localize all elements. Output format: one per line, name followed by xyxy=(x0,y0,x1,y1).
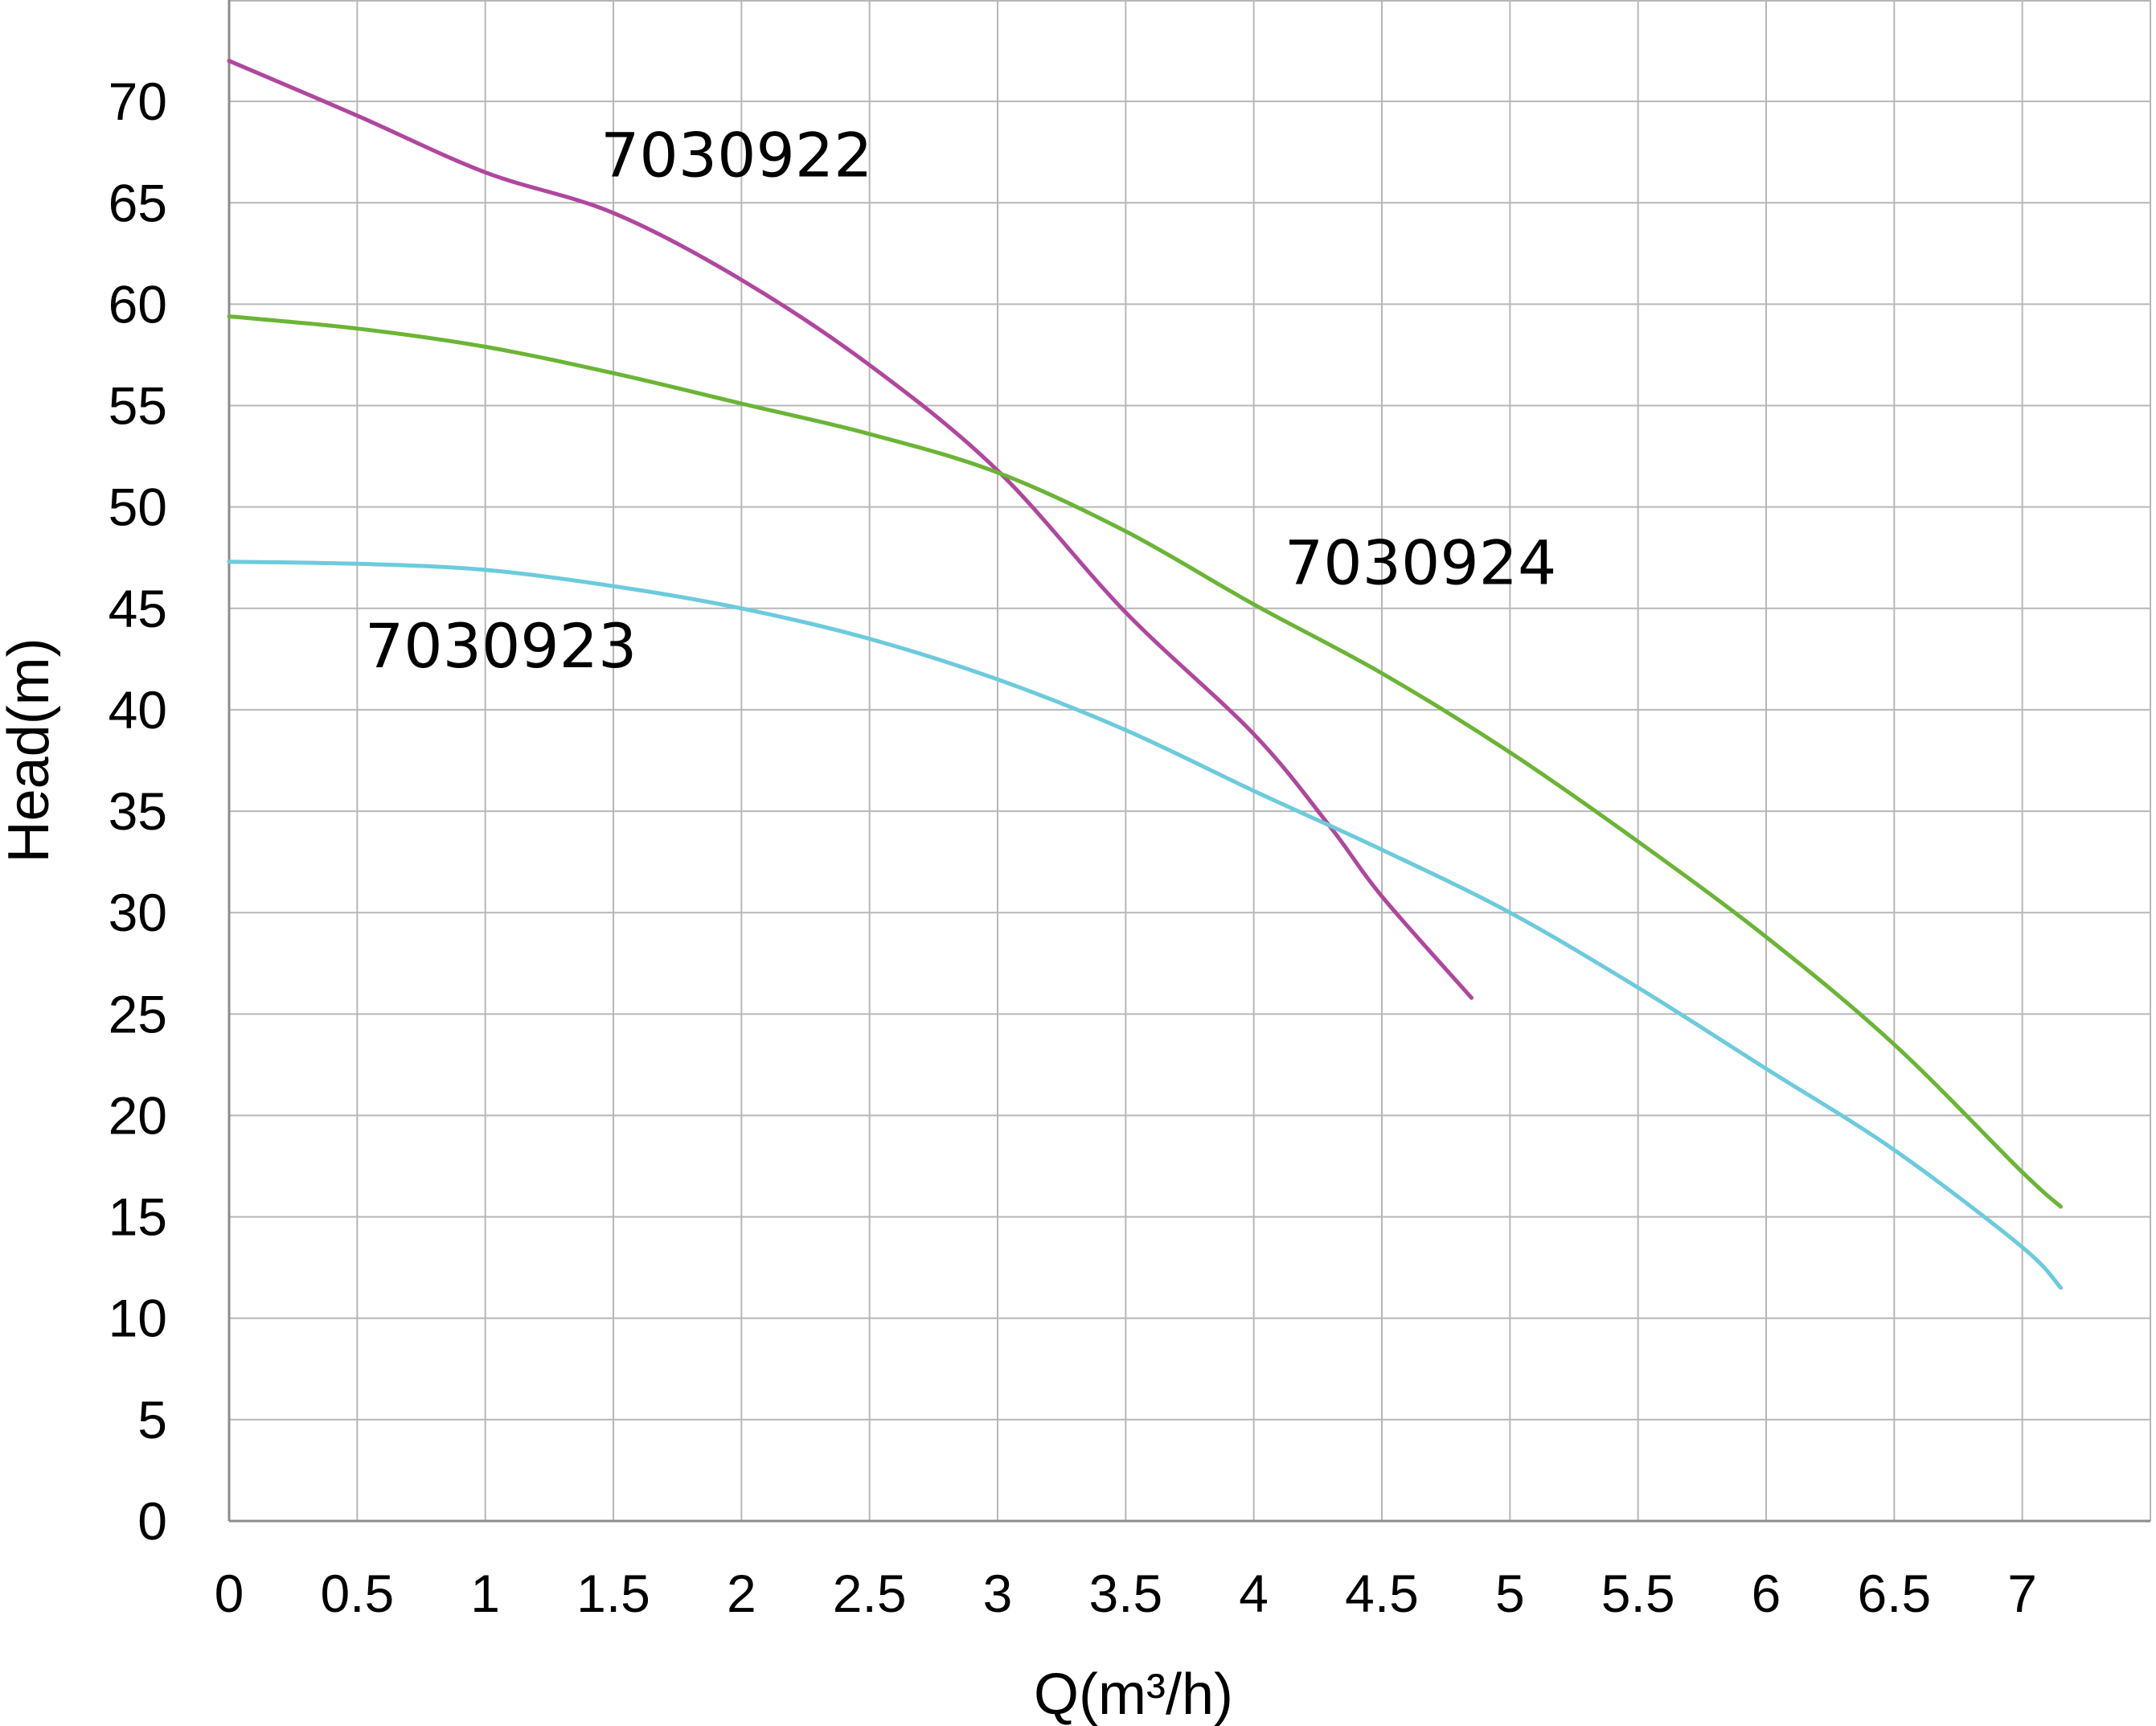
y-tick-labels: 0 5 10 15 20 25 30 35 40 45 50 55 60 65 70 xyxy=(109,72,167,1551)
y-tick-label: 60 xyxy=(109,274,167,334)
y-tick-label: 65 xyxy=(109,173,167,232)
y-tick-label: 20 xyxy=(109,1085,167,1145)
series-line-7030923 xyxy=(227,560,2063,1290)
series-label-7030923: 7030923 xyxy=(365,610,637,682)
x-tick-label: 1.5 xyxy=(576,1564,650,1623)
x-tick-label: 3.5 xyxy=(1088,1564,1162,1623)
x-tick-label: 7 xyxy=(2007,1564,2037,1623)
x-tick-label: 4 xyxy=(1239,1564,1269,1623)
axes xyxy=(227,0,2150,1523)
x-tick-label: 1 xyxy=(470,1564,500,1623)
series-lines xyxy=(227,59,2063,1290)
x-tick-label: 3 xyxy=(983,1564,1013,1623)
x-tick-labels: 0 0.5 1 1.5 2 2.5 3 3.5 4 4.5 5 5.5 6 6.5 7 xyxy=(215,1564,2037,1623)
y-tick-label: 70 xyxy=(109,72,167,131)
y-tick-label: 25 xyxy=(109,984,167,1043)
series-label-7030922: 7030922 xyxy=(600,119,872,191)
y-tick-label: 0 xyxy=(137,1491,167,1551)
y-tick-label: 45 xyxy=(109,579,167,638)
y-tick-label: 50 xyxy=(109,478,167,537)
y-tick-label: 30 xyxy=(109,883,167,942)
y-tick-label: 10 xyxy=(109,1289,167,1348)
x-tick-label: 6.5 xyxy=(1857,1564,1931,1623)
x-tick-label: 5 xyxy=(1495,1564,1525,1623)
series-annotations: 7030922 7030924 7030923 xyxy=(365,119,1556,681)
y-tick-label: 40 xyxy=(109,680,167,740)
y-tick-label: 15 xyxy=(109,1187,167,1247)
y-tick-label: 5 xyxy=(137,1390,167,1449)
series-label-7030924: 7030924 xyxy=(1285,527,1556,599)
x-tick-label: 0.5 xyxy=(320,1564,394,1623)
y-tick-label: 35 xyxy=(109,781,167,841)
y-tick-label: 55 xyxy=(109,376,167,436)
y-axis-title: Head(m) xyxy=(0,638,61,863)
x-tick-label: 2.5 xyxy=(833,1564,907,1623)
x-tick-label: 0 xyxy=(215,1564,244,1623)
x-tick-label: 4.5 xyxy=(1345,1564,1419,1623)
x-tick-label: 2 xyxy=(727,1564,756,1623)
series-line-7030924 xyxy=(227,314,2063,1209)
x-tick-label: 5.5 xyxy=(1601,1564,1675,1623)
x-tick-label: 6 xyxy=(1752,1564,1781,1623)
x-axis-title: Q(m³/h) xyxy=(1034,1662,1233,1726)
grid xyxy=(229,0,2151,1521)
